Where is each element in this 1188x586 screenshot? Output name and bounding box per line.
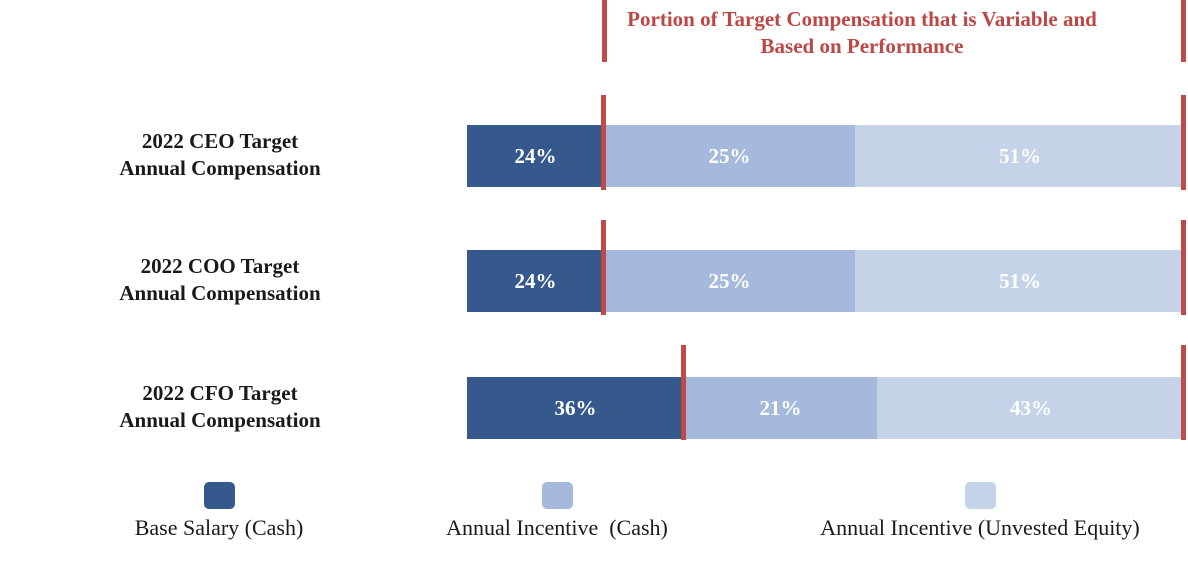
legend-swatch-incentive-equity-icon (964, 482, 996, 509)
row-label-line: Annual Compensation (119, 408, 321, 432)
bar-row-cfo: 36% 21% 43% (467, 377, 1185, 439)
legend-swatch-incentive-cash-icon (541, 482, 573, 509)
legend-label: Base Salary (Cash) (134, 515, 304, 540)
bar-segment-incentive-equity: 51% (855, 125, 1185, 187)
legend-label: Annual Incentive (Unvested Equity) (820, 515, 1140, 540)
row-label-line: Annual Compensation (119, 156, 321, 180)
bar-segment-incentive-equity: 43% (877, 377, 1185, 439)
bracket-line-title-left (602, 0, 607, 62)
row-label-line: 2022 COO Target (140, 254, 300, 278)
bar-segment-base-salary: 24% (467, 250, 604, 312)
legend-swatch-base-salary-icon (203, 482, 235, 509)
bar-row-ceo: 24% 25% 51% (467, 125, 1185, 187)
bracket-line-row2-right (1181, 220, 1186, 315)
bar-segment-incentive-cash: 25% (604, 250, 855, 312)
bracket-line-row3-left (681, 345, 686, 440)
bracket-line-row2-left (601, 220, 606, 315)
row-label-coo: 2022 COO Target Annual Compensation (80, 253, 360, 307)
bar-segment-incentive-cash: 21% (684, 377, 877, 439)
row-label-cfo: 2022 CFO Target Annual Compensation (80, 380, 360, 434)
legend-item-base-salary: Base Salary (Cash) (94, 482, 344, 541)
row-label-line: 2022 CFO Target (142, 381, 298, 405)
bar-segment-incentive-cash: 25% (604, 125, 855, 187)
bracket-line-row1-left (601, 95, 606, 190)
bracket-line-title-right (1181, 0, 1186, 62)
bracket-line-row3-right (1181, 345, 1186, 440)
row-label-ceo: 2022 CEO Target Annual Compensation (80, 128, 360, 182)
bar-segment-incentive-equity: 51% (855, 250, 1185, 312)
bar-segment-base-salary: 24% (467, 125, 604, 187)
legend-label: Annual Incentive (Cash) (446, 515, 668, 540)
bar-segment-base-salary: 36% (467, 377, 684, 439)
bracket-line-row1-right (1181, 95, 1186, 190)
row-label-line: 2022 CEO Target (141, 129, 299, 153)
chart-title: Portion of Target Compensation that is V… (627, 7, 1097, 58)
legend-item-incentive-cash: Annual Incentive (Cash) (432, 482, 682, 541)
legend-item-incentive-equity: Annual Incentive (Unvested Equity) (790, 482, 1170, 541)
row-label-line: Annual Compensation (119, 281, 321, 305)
bar-row-coo: 24% 25% 51% (467, 250, 1185, 312)
